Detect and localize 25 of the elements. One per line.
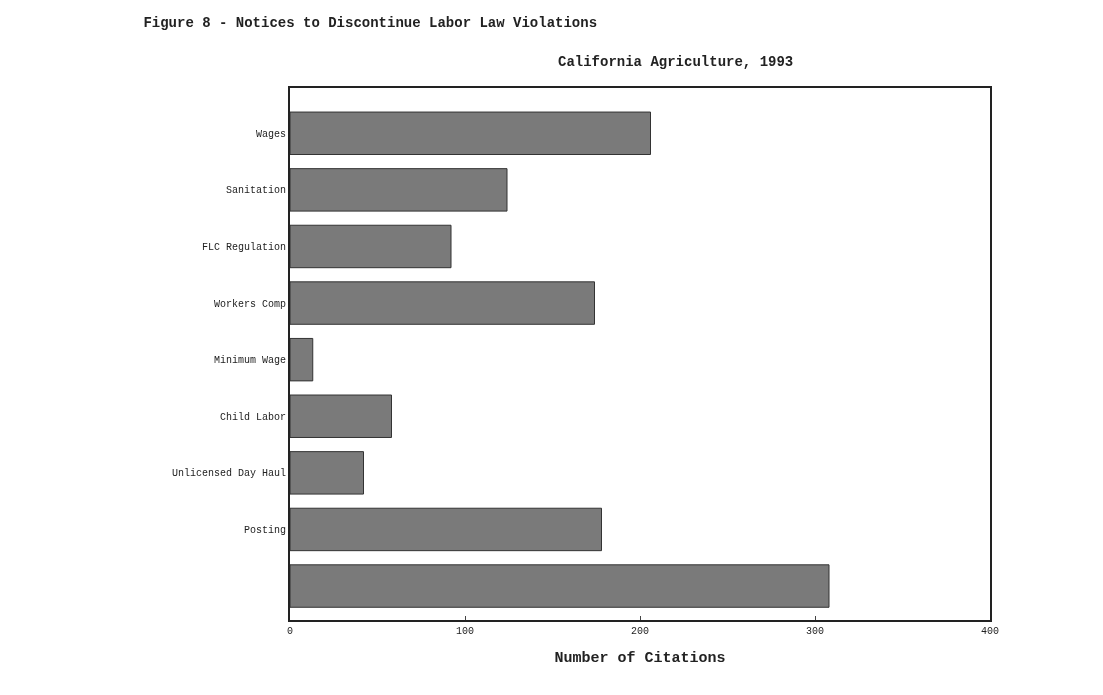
bar — [290, 451, 364, 495]
bar — [290, 564, 830, 608]
y-tick-label: Child Labor — [219, 411, 286, 423]
chart-title: Figure 8 - Notices to Discontinue Labor Law Violations — [143, 15, 598, 32]
x-tick-label: 200 — [630, 626, 650, 637]
chart-subtitle: California Agriculture, 1993 — [558, 54, 794, 70]
x-tick-label: 100 — [455, 626, 475, 637]
y-tick-label: FLC Regulation — [201, 241, 286, 253]
bar — [290, 111, 651, 155]
x-tick-label: 300 — [805, 626, 825, 637]
x-tick-label: 400 — [980, 626, 1000, 637]
bar — [290, 337, 314, 382]
bar — [290, 394, 392, 438]
x-tick-label: 0 — [286, 626, 294, 637]
bar — [290, 224, 452, 269]
y-tick-label: Minimum Wage — [213, 355, 286, 367]
x-axis-title: Number of Citations — [554, 649, 726, 667]
bar — [290, 281, 595, 325]
y-tick-label: Wages — [255, 128, 286, 140]
y-tick-label: Workers Comp — [213, 298, 286, 310]
bar — [290, 168, 508, 212]
y-tick-label: Posting — [243, 524, 286, 536]
bar — [290, 507, 602, 552]
y-tick-label: Sanitation — [225, 185, 286, 197]
y-tick-label: Unlicensed Day Haul — [171, 468, 286, 480]
